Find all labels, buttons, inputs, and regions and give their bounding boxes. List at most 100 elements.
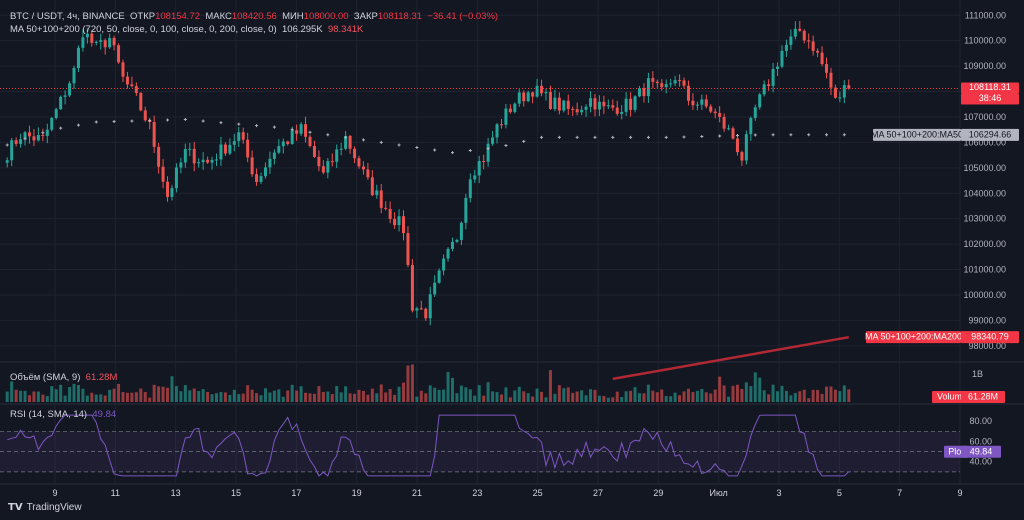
- candle-body: [464, 197, 468, 223]
- volume-bar: [397, 386, 401, 402]
- volume-bar: [473, 395, 477, 402]
- price-tick-label: 103000.00: [963, 214, 1006, 224]
- ma50-point: [700, 135, 704, 139]
- candle-body: [206, 159, 210, 163]
- volume-bar: [237, 394, 241, 402]
- volume-bar: [825, 386, 829, 402]
- candle-body: [740, 152, 744, 161]
- volume-bar: [143, 392, 147, 402]
- candle-body: [833, 87, 837, 98]
- time-tick-label: 15: [231, 488, 241, 498]
- candle-body: [384, 207, 388, 209]
- ma50-point: [94, 120, 98, 124]
- ma50-point: [450, 151, 454, 155]
- volume-legend[interactable]: Объём (SMA, 9) 61.28M: [10, 372, 117, 383]
- volume-bar: [232, 389, 236, 402]
- rsi-legend[interactable]: RSI (14, SMA, 14) 49.84: [10, 409, 116, 420]
- candle-body: [183, 149, 187, 163]
- candle-body: [219, 144, 223, 160]
- ma50-point: [486, 147, 490, 151]
- ma50-point: [255, 124, 259, 128]
- candle-body: [838, 97, 842, 99]
- ma50-point: [201, 119, 205, 123]
- volume-bar: [437, 389, 441, 402]
- candle-body: [615, 107, 619, 114]
- rsi-name-label: Plot: [948, 446, 964, 456]
- volume-bar: [117, 383, 121, 402]
- volume-bar: [833, 389, 837, 402]
- candle-body: [433, 282, 437, 295]
- candle-body: [606, 105, 610, 107]
- volume-bar: [678, 395, 682, 402]
- candle-body: [584, 106, 588, 110]
- price-tick-label: 105000.00: [963, 163, 1006, 173]
- volume-bar: [695, 390, 699, 402]
- candle-body: [223, 144, 227, 154]
- candle-body: [246, 139, 250, 158]
- volume-bar: [157, 386, 161, 402]
- candle-body: [793, 28, 797, 37]
- time-tick-label: 13: [171, 488, 181, 498]
- low-label: МИН: [282, 11, 304, 22]
- candle-body: [842, 85, 846, 98]
- candle-body: [308, 136, 312, 146]
- volume-bar: [802, 389, 806, 402]
- ma50-point: [148, 119, 152, 123]
- candle-body: [419, 308, 423, 310]
- candle-body: [99, 40, 103, 42]
- volume-bar: [36, 391, 40, 402]
- candle-body: [406, 233, 410, 265]
- candle-body: [829, 72, 833, 88]
- volume-bar: [718, 376, 722, 402]
- volume-bar: [393, 394, 397, 402]
- ma50-point: [540, 135, 544, 139]
- volume-bar: [375, 393, 379, 402]
- candle-body: [486, 143, 490, 162]
- volume-bar: [540, 391, 544, 402]
- price-tick-label: 106000.00: [963, 137, 1006, 147]
- candle-body: [277, 146, 281, 153]
- candle-body: [597, 101, 601, 110]
- candle-body: [134, 86, 138, 93]
- candle-body: [767, 84, 771, 86]
- close-value: 108118.31: [377, 11, 423, 22]
- candle-body: [602, 101, 606, 107]
- volume-bar: [571, 392, 575, 402]
- volume-bar: [125, 392, 129, 402]
- time-tick-label: 11: [111, 488, 120, 498]
- volume-bar: [90, 392, 94, 402]
- volume-bar: [615, 391, 619, 402]
- candle-body: [682, 80, 686, 86]
- volume-bar: [179, 391, 183, 402]
- volume-bar: [624, 391, 628, 402]
- candle-body: [117, 45, 121, 63]
- candle-body: [495, 124, 499, 138]
- price-tick-label: 101000.00: [963, 265, 1006, 275]
- ma50-legend-value: 106.295K: [282, 24, 323, 35]
- ma50-point: [112, 120, 116, 124]
- ma50-name-label: MA 50+100+200:MA50: [871, 129, 963, 139]
- volume-bar: [188, 390, 192, 402]
- candle-body: [553, 97, 557, 110]
- candle-body: [388, 208, 392, 219]
- ma-legend[interactable]: MA 50+100+200 (720, 50, close, 0, 100, c…: [10, 24, 363, 35]
- tradingview-logo[interactable]: 𝗧𝗩 TradingView: [8, 502, 82, 513]
- candle-body: [357, 158, 361, 167]
- volume-bar: [686, 388, 690, 402]
- symbol-legend[interactable]: BTC / USDT, 4ч, BINANCE ОТКР108154.72 МА…: [10, 11, 498, 22]
- candle-body: [535, 85, 539, 97]
- volume-bar: [535, 388, 539, 402]
- candle-body: [370, 177, 374, 196]
- ma50-point: [771, 133, 775, 137]
- volume-bar: [99, 394, 103, 402]
- price-tick-label: 110000.00: [964, 36, 1006, 46]
- tradingview-name: TradingView: [26, 502, 82, 513]
- price-tick-label: 107000.00: [963, 112, 1006, 122]
- candle-body: [19, 139, 23, 144]
- candle-body: [112, 37, 116, 46]
- price-tick-label: 98000.00: [968, 341, 1006, 351]
- ma50-point: [379, 140, 383, 144]
- candle-body: [780, 50, 784, 67]
- ma200-name-label: MA 50+100+200:MA200: [865, 332, 962, 342]
